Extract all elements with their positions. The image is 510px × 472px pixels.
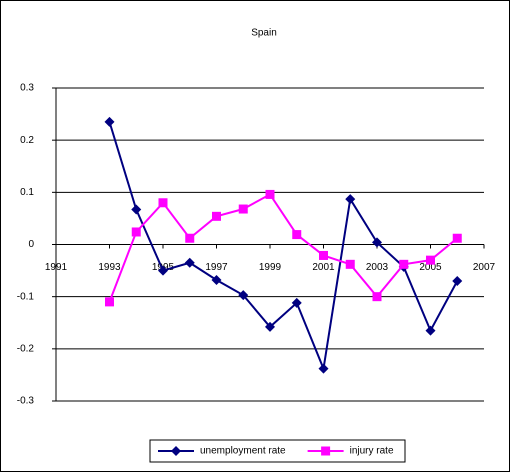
data-point: [265, 189, 275, 199]
legend-marker: [171, 446, 181, 456]
x-tick-label: 2007: [473, 262, 496, 273]
legend-marker: [321, 446, 331, 456]
x-tick-label: 2003: [366, 262, 389, 273]
legend-label: injury rate: [350, 446, 394, 457]
data-point: [319, 250, 328, 260]
data-point: [345, 259, 355, 269]
data-point: [372, 237, 382, 248]
data-point: [212, 211, 221, 221]
y-tick-label: 0.3: [20, 83, 34, 94]
series-line: [108, 193, 458, 303]
data-point: [345, 194, 356, 205]
y-tick-label: 0: [28, 239, 34, 250]
y-tick-label: -0.1: [17, 291, 35, 302]
legend-box: [149, 439, 406, 463]
data-point: [158, 265, 168, 276]
data-point: [131, 227, 141, 237]
y-tick-label: 0.2: [20, 135, 34, 146]
data-point: [318, 363, 329, 374]
data-point: [372, 292, 382, 302]
chart-title: Spain: [251, 28, 277, 39]
data-point: [184, 257, 195, 268]
data-point: [238, 290, 249, 301]
y-tick-label: 0.1: [20, 187, 34, 198]
data-point: [238, 204, 248, 214]
data-point: [452, 276, 463, 287]
x-tick-label: 2005: [419, 262, 442, 273]
y-tick-label: -0.3: [17, 396, 35, 407]
legend-label: unemployment rate: [200, 446, 286, 457]
data-point: [131, 204, 142, 215]
data-point: [104, 116, 115, 127]
data-point: [185, 233, 195, 243]
x-tick-label: 1999: [259, 262, 282, 273]
data-point: [399, 259, 409, 269]
data-point: [452, 233, 462, 243]
data-point: [211, 274, 222, 285]
data-point: [105, 297, 114, 307]
x-tick-label: 2001: [312, 262, 335, 273]
x-tick-label: 1997: [205, 262, 228, 273]
data-point: [265, 321, 275, 332]
data-point: [425, 325, 436, 336]
data-point: [292, 230, 302, 240]
x-tick-label: 1991: [45, 262, 68, 273]
y-tick-label: -0.2: [17, 343, 35, 354]
data-point: [158, 198, 168, 208]
data-point: [426, 255, 435, 265]
data-point: [291, 297, 302, 308]
x-tick-label: 1993: [98, 262, 121, 273]
